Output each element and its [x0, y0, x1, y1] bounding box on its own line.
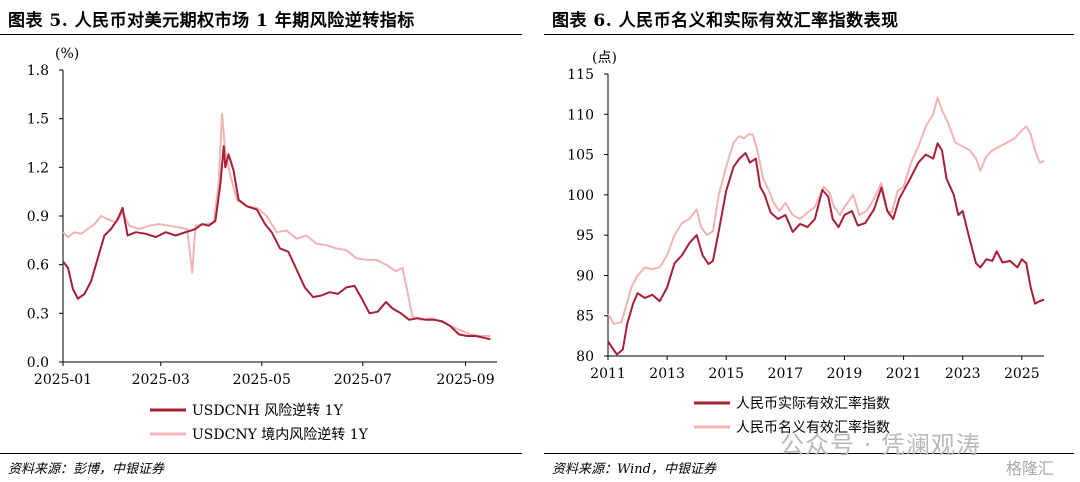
y-unit-label: (点)	[592, 50, 617, 66]
legend-label: 人民币实际有效汇率指数	[736, 395, 890, 412]
y-tick-label: 1.5	[27, 112, 49, 128]
y-tick-label: 0.6	[27, 258, 49, 274]
y-tick-label: 115	[567, 67, 594, 83]
y-tick-label: 0.9	[27, 209, 49, 225]
chart-title: 图表 6. 人民币名义和实际有效汇率指数表现	[552, 11, 899, 31]
y-tick-label: 1.2	[27, 160, 49, 176]
watermark-text: 公众号 · 凭澜观涛	[780, 431, 981, 459]
series-line	[607, 96, 1045, 325]
y-tick-label: 105	[567, 148, 594, 164]
x-tick-label: 2025	[1004, 366, 1040, 382]
series-line	[607, 142, 1045, 356]
series-line	[62, 112, 491, 337]
x-tick-label: 2023	[945, 366, 981, 382]
y-unit-label: (%)	[55, 46, 79, 62]
y-tick-label: 0.3	[27, 306, 49, 322]
y-tick-label: 95	[576, 228, 594, 244]
x-tick-label: 2025-09	[436, 372, 494, 388]
source-rule	[544, 453, 1074, 454]
source-rule	[0, 453, 522, 454]
chart-canvas-5: (%) 0.0 0.3 0.6 0.9 1.2 1.5 1.8 2025-01 2025-03 20…	[27, 46, 497, 443]
legend-label: 人民币名义有效汇率指数	[736, 419, 890, 436]
chart-title: 图表 5. 人民币对美元期权市场 1 年期风险逆转指标	[8, 11, 415, 31]
watermark-logo: 格隆汇	[1006, 459, 1055, 478]
source-note: 资料来源：彭博，中银证券	[8, 462, 165, 477]
title-rule	[0, 34, 522, 35]
y-tick-label: 1.8	[27, 63, 49, 79]
y-tick-label: 85	[576, 309, 594, 325]
chart-canvas-6: (点) 80 85 90 95 100 105 110 115 2011 2013 2015 2017 2…	[567, 50, 1045, 436]
x-tick-label: 2017	[768, 366, 804, 382]
x-tick-label: 2025-01	[34, 372, 92, 388]
chart-panel-5: 图表 5. 人民币对美元期权市场 1 年期风险逆转指标 (%) 0.0 0.3 0.6…	[0, 0, 530, 482]
legend-label: USDCNH 风险逆转 1Y	[192, 403, 344, 419]
x-tick-label: 2025-07	[334, 372, 392, 388]
series-line	[62, 145, 491, 341]
source-note: 资料来源：Wind，中银证券	[552, 462, 716, 477]
y-tick-label: 100	[567, 188, 594, 204]
y-tick-label: 110	[567, 107, 594, 123]
x-tick-label: 2025-03	[132, 372, 190, 388]
y-tick-label: 90	[576, 268, 594, 284]
x-tick-label: 2019	[827, 366, 863, 382]
y-tick-label: 80	[576, 349, 594, 365]
x-tick-label: 2025-05	[233, 372, 291, 388]
legend-label: USDCNY 境内风险逆转 1Y	[192, 427, 369, 443]
y-tick-label: 0.0	[27, 355, 49, 371]
chart-panel-6: 图表 6. 人民币名义和实际有效汇率指数表现 (点) 80 85 90 95 100 105…	[544, 0, 1080, 482]
x-tick-label: 2015	[708, 366, 744, 382]
title-rule	[544, 34, 1074, 35]
x-tick-label: 2021	[886, 366, 922, 382]
x-tick-label: 2013	[649, 366, 685, 382]
x-tick-label: 2011	[590, 366, 626, 382]
